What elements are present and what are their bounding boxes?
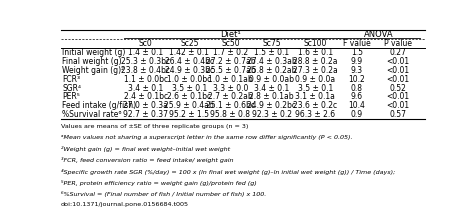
Text: 0.9: 0.9 bbox=[351, 110, 363, 119]
Text: 24.9 ± 0.2bc: 24.9 ± 0.2bc bbox=[247, 101, 296, 110]
Text: 25.9 ± 0.4ab: 25.9 ± 0.4ab bbox=[164, 101, 214, 110]
Text: 9.9: 9.9 bbox=[351, 57, 363, 66]
Text: Initial weight (g): Initial weight (g) bbox=[62, 48, 126, 57]
Text: Weight gain (g)²: Weight gain (g)² bbox=[62, 66, 125, 75]
Text: ANOVA: ANOVA bbox=[365, 30, 394, 39]
Text: ²Weight gain (g) = final wet weight–initial wet weight: ²Weight gain (g) = final wet weight–init… bbox=[61, 146, 230, 152]
Text: 25.1 ± 0.6bc: 25.1 ± 0.6bc bbox=[206, 101, 255, 110]
Text: 1.0 ± 0.0bc: 1.0 ± 0.0bc bbox=[167, 75, 211, 84]
Text: SGR⁴: SGR⁴ bbox=[62, 83, 81, 92]
Text: ᵃMean values not sharing a superscript letter in the same row differ significant: ᵃMean values not sharing a superscript l… bbox=[61, 135, 353, 140]
Text: 2.7 ± 0.2ab: 2.7 ± 0.2ab bbox=[208, 92, 253, 101]
Text: 27.2 ± 0.7ab: 27.2 ± 0.7ab bbox=[206, 57, 255, 66]
Text: 24.9 ± 0.3bc: 24.9 ± 0.3bc bbox=[165, 66, 214, 75]
Text: 23.6 ± 0.2c: 23.6 ± 0.2c bbox=[293, 101, 337, 110]
Text: 92.7 ± 0.37: 92.7 ± 0.37 bbox=[123, 110, 168, 119]
Text: 0.8: 0.8 bbox=[351, 83, 363, 92]
Text: 25.3 ± 0.3bc: 25.3 ± 0.3bc bbox=[121, 57, 170, 66]
Text: 25.8 ± 0.2ab: 25.8 ± 0.2ab bbox=[247, 66, 296, 75]
Text: PER⁵: PER⁵ bbox=[62, 92, 80, 101]
Text: 9.6: 9.6 bbox=[351, 92, 363, 101]
Text: ³FCR, feed conversion ratio = feed intake/ weight gain: ³FCR, feed conversion ratio = feed intak… bbox=[61, 157, 234, 163]
Text: Sc50: Sc50 bbox=[221, 39, 240, 48]
Text: Diet¹: Diet¹ bbox=[220, 30, 241, 39]
Text: 95.8 ± 0.8: 95.8 ± 0.8 bbox=[210, 110, 250, 119]
Text: Sc75: Sc75 bbox=[262, 39, 281, 48]
Text: Values are means of ±SE of three replicate groups (n = 3): Values are means of ±SE of three replica… bbox=[61, 124, 248, 129]
Text: 23.8 ± 0.4bc: 23.8 ± 0.4bc bbox=[121, 66, 170, 75]
Text: 3.1 ± 0.1a: 3.1 ± 0.1a bbox=[295, 92, 335, 101]
Text: 0.52: 0.52 bbox=[390, 83, 406, 92]
Text: <0.01: <0.01 bbox=[386, 57, 410, 66]
Text: 92.3 ± 0.2: 92.3 ± 0.2 bbox=[252, 110, 292, 119]
Text: 28.8 ± 0.2a: 28.8 ± 0.2a bbox=[293, 57, 337, 66]
Text: <0.01: <0.01 bbox=[386, 75, 410, 84]
Text: 9.3: 9.3 bbox=[351, 66, 363, 75]
Text: 27.0 ± 0.3a: 27.0 ± 0.3a bbox=[123, 101, 168, 110]
Text: 96.3 ± 2.6: 96.3 ± 2.6 bbox=[295, 110, 336, 119]
Text: 27.3 ± 0.2a: 27.3 ± 0.2a bbox=[293, 66, 337, 75]
Text: ⁶%Survival = (Final number of fish / Initial number of fish) x 100.: ⁶%Survival = (Final number of fish / Ini… bbox=[61, 191, 266, 197]
Text: 1.42 ± 0.1: 1.42 ± 0.1 bbox=[169, 48, 209, 57]
Text: doi:10.1371/journal.pone.0156684.t005: doi:10.1371/journal.pone.0156684.t005 bbox=[61, 202, 189, 207]
Text: 27.4 ± 0.3ab: 27.4 ± 0.3ab bbox=[246, 57, 296, 66]
Text: 1.6 ± 0.1: 1.6 ± 0.1 bbox=[298, 48, 333, 57]
Text: 2.6 ± 0.1bc: 2.6 ± 0.1bc bbox=[167, 92, 211, 101]
Text: ⁴Specific growth rate SGR (%/day) = 100 x (ln final wet weight (g)–ln initial we: ⁴Specific growth rate SGR (%/day) = 100 … bbox=[61, 168, 395, 175]
Text: 1.0 ± 0.1ab: 1.0 ± 0.1ab bbox=[208, 75, 253, 84]
Text: ⁵PER, protein efficiency ratio = weight gain (g)/protein fed (g): ⁵PER, protein efficiency ratio = weight … bbox=[61, 180, 257, 186]
Text: 0.9 ± 0.0ab: 0.9 ± 0.0ab bbox=[249, 75, 294, 84]
Text: <0.01: <0.01 bbox=[386, 92, 410, 101]
Text: 2.8 ± 0.1ab: 2.8 ± 0.1ab bbox=[249, 92, 294, 101]
Text: 10.4: 10.4 bbox=[348, 101, 365, 110]
Text: 0.57: 0.57 bbox=[390, 110, 406, 119]
Text: 1.5 ± 0.1: 1.5 ± 0.1 bbox=[254, 48, 289, 57]
Text: 26.4 ± 0.4bc: 26.4 ± 0.4bc bbox=[165, 57, 214, 66]
Text: Sc100: Sc100 bbox=[304, 39, 327, 48]
Text: %Survival rate⁶: %Survival rate⁶ bbox=[62, 110, 122, 119]
Text: 1.7 ± 0.2: 1.7 ± 0.2 bbox=[213, 48, 248, 57]
Text: 95.2 ± 1.5: 95.2 ± 1.5 bbox=[169, 110, 210, 119]
Text: Feed intake (g/fish): Feed intake (g/fish) bbox=[62, 101, 137, 110]
Text: 10.2: 10.2 bbox=[348, 75, 365, 84]
Text: 1.5: 1.5 bbox=[351, 48, 363, 57]
Text: 1.1 ± 0.0bc: 1.1 ± 0.0bc bbox=[124, 75, 168, 84]
Text: 3.3 ± 0.0: 3.3 ± 0.0 bbox=[213, 83, 248, 92]
Text: <0.01: <0.01 bbox=[386, 66, 410, 75]
Text: Sc0: Sc0 bbox=[139, 39, 153, 48]
Text: <0.01: <0.01 bbox=[386, 101, 410, 110]
Text: 3.5 ± 0.1: 3.5 ± 0.1 bbox=[298, 83, 333, 92]
Text: 2.4 ± 0.1bc: 2.4 ± 0.1bc bbox=[124, 92, 168, 101]
Text: 3.4 ± 0.1: 3.4 ± 0.1 bbox=[254, 83, 289, 92]
Text: Final weight (g): Final weight (g) bbox=[62, 57, 122, 66]
Text: 0.27: 0.27 bbox=[390, 48, 406, 57]
Text: 3.5 ± 0.1: 3.5 ± 0.1 bbox=[172, 83, 207, 92]
Text: 0.9 ± 0.0a: 0.9 ± 0.0a bbox=[295, 75, 336, 84]
Text: Sc25: Sc25 bbox=[180, 39, 199, 48]
Text: 3.4 ± 0.1: 3.4 ± 0.1 bbox=[128, 83, 163, 92]
Text: P value: P value bbox=[384, 39, 412, 48]
Text: 1.4 ± 0.1: 1.4 ± 0.1 bbox=[128, 48, 163, 57]
Text: F value: F value bbox=[343, 39, 371, 48]
Text: FCR³: FCR³ bbox=[62, 75, 80, 84]
Text: 25.5 ± 0.7ab: 25.5 ± 0.7ab bbox=[206, 66, 255, 75]
